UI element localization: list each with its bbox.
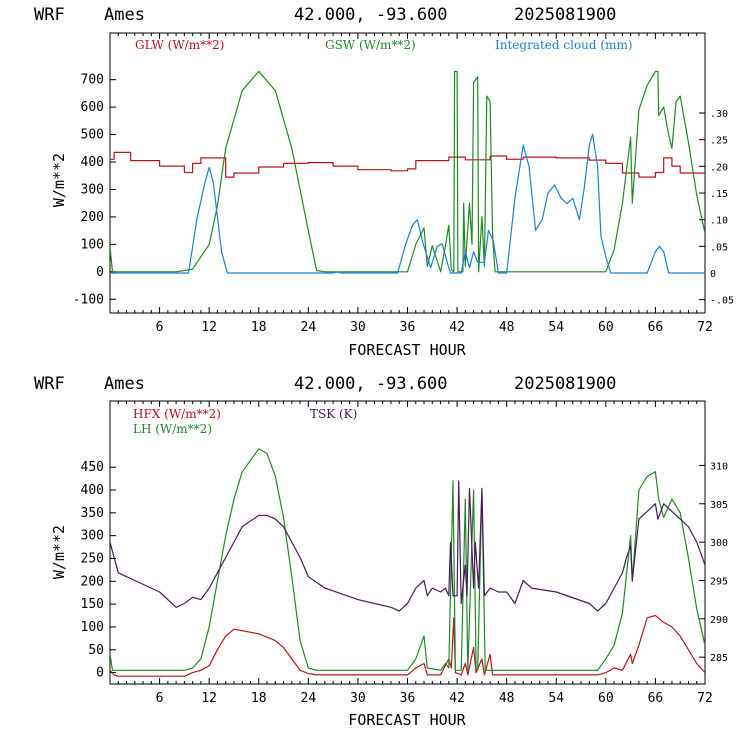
x-tick-label: 30 — [350, 320, 366, 335]
panel2-frame — [109, 400, 706, 685]
y-tick-label: 50 — [88, 643, 104, 658]
series-line-glw — [110, 151, 705, 178]
y-tick-label: 100 — [81, 237, 104, 252]
x-tick-label: 72 — [697, 320, 713, 335]
x-tick-label: 60 — [598, 691, 614, 706]
legend-lh: LH (W/m**2) — [133, 422, 212, 436]
x-tick-label: 42 — [449, 320, 465, 335]
y2-tick-label: 305 — [710, 500, 728, 511]
y-tick-label: 600 — [81, 100, 104, 115]
y2-tick-label: 290 — [710, 615, 728, 626]
y-tick-label: -100 — [73, 292, 104, 307]
y-tick-label: 200 — [81, 210, 104, 225]
panel2-station: Ames — [104, 374, 145, 394]
y-tick-label: 300 — [81, 182, 104, 197]
y2-tick-label: 285 — [710, 653, 728, 664]
panel2-run: 2025081900 — [514, 374, 616, 394]
y-tick-label: 100 — [81, 620, 104, 635]
panel2-plot: 6 12 18 24 30 36 42 48 54 60 66 72 0 50 100 150 200 250 3… — [50, 400, 728, 729]
panel2-xlabel: FORECAST HOUR — [348, 711, 466, 729]
panel1-model: WRF — [34, 5, 65, 25]
y2-tick-label: .10 — [710, 216, 728, 227]
x-tick-label: 30 — [350, 691, 366, 706]
x-tick-label: 24 — [301, 691, 317, 706]
panel2-series — [110, 448, 705, 677]
y-tick-label: 150 — [81, 597, 104, 612]
x-tick-label: 24 — [301, 320, 317, 335]
panel1-y2-ticks: -.05 0 .05 .10 .15 .20 .25 .30 — [699, 109, 734, 307]
y-tick-label: 0 — [96, 666, 104, 681]
y2-tick-label: .20 — [710, 162, 728, 173]
x-tick-label: 12 — [201, 691, 217, 706]
panel1-xlabel: FORECAST HOUR — [348, 341, 466, 359]
panel2-ylabel: W/m**2 — [50, 525, 68, 579]
x-tick-label: 6 — [156, 320, 164, 335]
x-tick-label: 42 — [449, 691, 465, 706]
y2-tick-label: .30 — [710, 109, 728, 120]
y-tick-label: 700 — [81, 73, 104, 88]
panel1-run: 2025081900 — [514, 5, 616, 25]
x-tick-label: 48 — [499, 320, 515, 335]
x-tick-label: 66 — [648, 320, 664, 335]
panel2-model: WRF — [34, 374, 65, 394]
panel1-ylabel: W/m**2 — [50, 153, 68, 207]
panel2-coords: 42.000, -93.600 — [294, 374, 448, 394]
legend-gsw: GSW (W/m**2) — [325, 38, 416, 52]
x-tick-label: 54 — [548, 320, 564, 335]
series-line-tsk — [110, 480, 705, 612]
y-tick-label: 250 — [81, 551, 104, 566]
y-tick-label: 400 — [81, 483, 104, 498]
y2-tick-label: 310 — [710, 461, 728, 472]
legend-glw: GLW (W/m**2) — [135, 38, 224, 52]
y2-tick-label: .15 — [710, 189, 728, 200]
x-tick-label: 18 — [251, 691, 267, 706]
x-tick-label: 54 — [548, 691, 564, 706]
panel2-y-ticks: 0 50 100 150 200 250 300 350 400 450 — [81, 460, 116, 681]
y2-tick-label: -.05 — [710, 296, 734, 307]
x-tick-label: 66 — [648, 691, 664, 706]
panel1-series — [110, 70, 705, 274]
y-tick-label: 0 — [96, 265, 104, 280]
panel2-x-ticks: 6 12 18 24 30 36 42 48 54 60 66 72 — [117, 401, 713, 706]
legend-cloud: Integrated cloud (mm) — [495, 38, 633, 52]
y-tick-label: 300 — [81, 529, 104, 544]
y-tick-label: 400 — [81, 155, 104, 170]
series-line-hfx — [110, 614, 705, 677]
x-tick-label: 48 — [499, 691, 515, 706]
y-tick-label: 450 — [81, 460, 104, 475]
panel2-y2-ticks: 285 290 295 300 305 310 — [699, 461, 728, 664]
x-tick-label: 18 — [251, 320, 267, 335]
legend-tsk: TSK (K) — [310, 407, 357, 421]
x-tick-label: 12 — [201, 320, 217, 335]
panel1-x-ticks: 6 12 18 24 30 36 42 48 54 60 66 72 — [117, 33, 713, 335]
series-line-gsw — [110, 70, 705, 273]
y2-tick-label: 295 — [710, 576, 728, 587]
x-tick-label: 36 — [400, 320, 416, 335]
y2-tick-label: .05 — [710, 242, 728, 253]
panel2-header: WRF Ames 42.000, -93.600 2025081900 — [34, 374, 616, 394]
y2-tick-label: 0 — [710, 269, 716, 280]
panel1-plot: 6 12 18 24 30 36 42 48 54 60 66 72 -100 0 100 200 300 40… — [50, 32, 734, 359]
y-tick-label: 350 — [81, 506, 104, 521]
x-tick-label: 6 — [156, 691, 164, 706]
x-tick-label: 60 — [598, 320, 614, 335]
legend-hfx: HFX (W/m**2) — [133, 407, 221, 421]
y2-tick-label: .25 — [710, 136, 728, 147]
y2-tick-label: 300 — [710, 538, 728, 549]
series-line-integrated — [110, 133, 705, 274]
panel1-station: Ames — [104, 5, 145, 25]
panel1-coords: 42.000, -93.600 — [294, 5, 448, 25]
series-line-lh — [110, 448, 705, 671]
x-tick-label: 36 — [400, 691, 416, 706]
x-tick-label: 72 — [697, 691, 713, 706]
y-tick-label: 500 — [81, 128, 104, 143]
panel1-header: WRF Ames 42.000, -93.600 2025081900 — [34, 5, 616, 25]
y-tick-label: 200 — [81, 574, 104, 589]
